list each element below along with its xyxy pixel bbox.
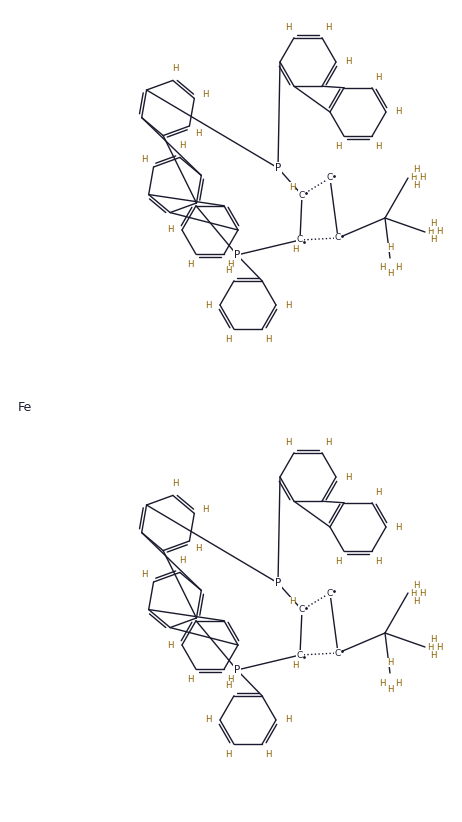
Text: H: H [195, 129, 202, 138]
Text: H: H [413, 182, 419, 191]
Text: H: H [187, 260, 193, 269]
Text: C: C [299, 191, 305, 200]
Text: H: H [387, 685, 393, 694]
Text: H: H [413, 580, 419, 589]
Text: H: H [225, 681, 231, 690]
Text: H: H [395, 678, 401, 687]
Text: H: H [436, 643, 442, 652]
Text: H: H [172, 64, 178, 73]
Text: P: P [234, 250, 240, 260]
Text: H: H [430, 235, 436, 244]
Text: H: H [167, 640, 173, 649]
Text: H: H [205, 301, 211, 310]
Text: H: H [202, 90, 209, 99]
Text: H: H [335, 557, 341, 566]
Text: H: H [195, 544, 202, 553]
Text: H: H [413, 597, 419, 606]
Text: H: H [325, 23, 331, 32]
Text: H: H [285, 301, 291, 310]
Text: H: H [227, 260, 233, 269]
Text: H: H [285, 23, 291, 32]
Text: H: H [379, 678, 385, 687]
Text: H: H [172, 479, 178, 488]
Text: H: H [292, 661, 298, 669]
Text: H: H [387, 658, 393, 667]
Text: H: H [345, 473, 351, 482]
Text: P: P [275, 163, 281, 173]
Text: H: H [285, 438, 291, 447]
Text: H: H [325, 438, 331, 447]
Text: H: H [430, 635, 436, 644]
Text: H: H [410, 589, 416, 598]
Text: H: H [427, 643, 433, 652]
Text: H: H [395, 264, 401, 273]
Text: C: C [297, 235, 303, 244]
Text: H: H [375, 488, 381, 496]
Text: H: H [419, 173, 425, 182]
Text: H: H [436, 228, 442, 237]
Text: H: H [375, 557, 381, 566]
Text: H: H [285, 715, 291, 724]
Text: H: H [387, 270, 393, 279]
Text: C: C [335, 649, 341, 658]
Text: H: H [395, 108, 401, 117]
Text: C: C [299, 606, 305, 615]
Text: H: H [225, 750, 231, 760]
Text: H: H [141, 155, 147, 164]
Text: H: H [225, 335, 231, 344]
Text: H: H [265, 750, 271, 760]
Text: C: C [327, 173, 333, 182]
Text: H: H [345, 58, 351, 67]
Text: H: H [375, 142, 381, 151]
Text: H: H [292, 246, 298, 255]
Text: P: P [234, 665, 240, 675]
Text: C: C [297, 650, 303, 659]
Text: H: H [141, 570, 147, 579]
Text: H: H [427, 228, 433, 237]
Text: H: H [387, 243, 393, 252]
Text: H: H [410, 173, 416, 182]
Text: H: H [430, 219, 436, 229]
Text: H: H [202, 505, 209, 514]
Text: C: C [327, 589, 333, 598]
Text: H: H [375, 73, 381, 82]
Text: H: H [179, 556, 185, 565]
Text: H: H [395, 523, 401, 532]
Text: H: H [413, 165, 419, 174]
Text: H: H [419, 589, 425, 598]
Text: H: H [167, 225, 173, 234]
Text: P: P [275, 578, 281, 588]
Text: H: H [430, 650, 436, 659]
Text: H: H [335, 142, 341, 151]
Text: H: H [187, 675, 193, 684]
Text: C: C [335, 233, 341, 242]
Text: H: H [205, 715, 211, 724]
Text: H: H [289, 598, 295, 607]
Text: H: H [379, 264, 385, 273]
Text: Fe: Fe [18, 401, 32, 414]
Text: H: H [265, 335, 271, 344]
Text: H: H [289, 182, 295, 192]
Text: H: H [179, 141, 185, 150]
Text: H: H [225, 266, 231, 275]
Text: H: H [227, 675, 233, 684]
